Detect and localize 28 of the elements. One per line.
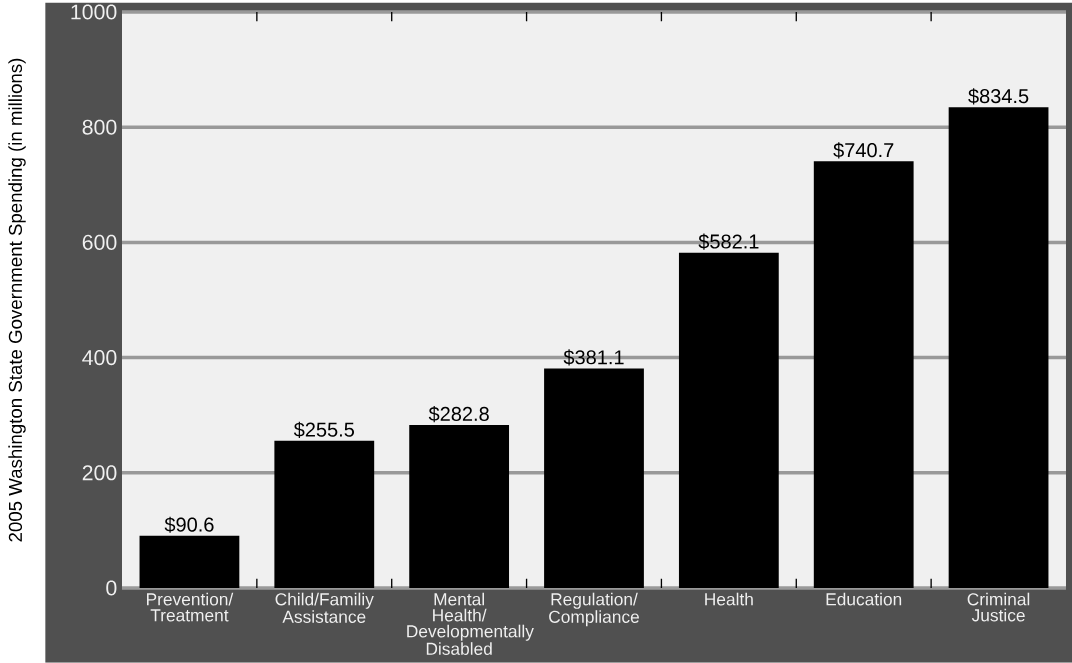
bar: [544, 368, 644, 589]
data-label: $834.5: [968, 88, 1029, 105]
data-label: $740.7: [833, 142, 894, 159]
x-tick-label: Education: [826, 592, 902, 606]
y-tick-label: 400: [82, 350, 117, 366]
bar: [274, 441, 375, 589]
y-tick-label: 0: [106, 580, 117, 596]
y-tick-label: 600: [82, 235, 117, 251]
x-tick-label: Criminal Justice: [967, 592, 1030, 622]
data-label: $582.1: [698, 233, 759, 250]
data-label: $90.6: [164, 516, 214, 534]
x-tick-label: Regulation/ Compliance: [549, 592, 639, 627]
y-tick-label: 1000: [71, 4, 117, 20]
bar: [813, 161, 914, 589]
y-tick-label: 800: [82, 119, 117, 135]
data-label: $255.5: [293, 421, 355, 439]
y-tick-label: 200: [82, 465, 117, 481]
x-tick-label: Child/Familiy Assistance: [275, 592, 374, 624]
bar: [678, 252, 779, 589]
y-axis-title: 2005 Washington State Government Spending (in millions): [8, 58, 26, 542]
bar: [948, 107, 1049, 589]
x-tick-label: Mental Health/ Developmentally Disabled: [407, 592, 534, 656]
bar: [409, 425, 510, 589]
data-label: $282.8: [428, 406, 489, 423]
data-label: $381.1: [563, 349, 624, 366]
x-tick-label: Health: [705, 592, 753, 606]
bar: [139, 535, 240, 589]
x-tick-label: Prevention/ Treatment: [147, 592, 234, 622]
